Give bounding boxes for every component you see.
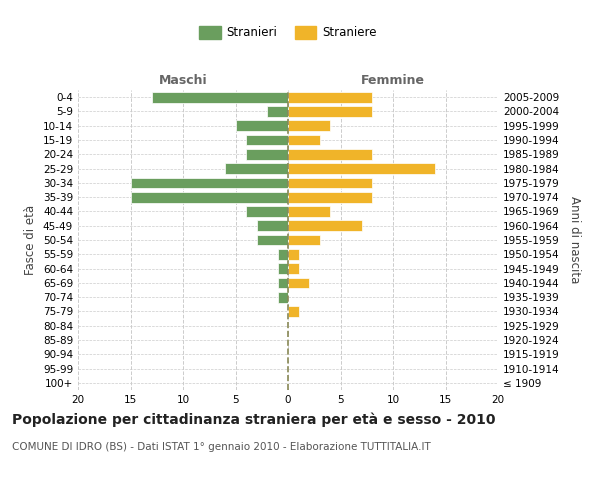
Bar xyxy=(277,292,288,302)
Text: COMUNE DI IDRO (BS) - Dati ISTAT 1° gennaio 2010 - Elaborazione TUTTITALIA.IT: COMUNE DI IDRO (BS) - Dati ISTAT 1° genn… xyxy=(12,442,431,452)
Text: Maschi: Maschi xyxy=(158,74,208,88)
Bar xyxy=(288,178,372,188)
Bar xyxy=(288,234,320,246)
Bar xyxy=(151,92,288,102)
Bar xyxy=(288,92,372,102)
Bar xyxy=(288,163,435,174)
Legend: Stranieri, Straniere: Stranieri, Straniere xyxy=(194,21,382,44)
Bar xyxy=(130,192,288,202)
Bar xyxy=(288,249,299,260)
Bar xyxy=(267,106,288,117)
Bar xyxy=(277,263,288,274)
Bar xyxy=(130,178,288,188)
Bar xyxy=(288,306,299,317)
Bar xyxy=(257,220,288,231)
Bar xyxy=(288,134,320,145)
Bar xyxy=(246,206,288,217)
Bar xyxy=(257,234,288,246)
Text: Popolazione per cittadinanza straniera per età e sesso - 2010: Popolazione per cittadinanza straniera p… xyxy=(12,412,496,427)
Bar xyxy=(277,278,288,288)
Bar xyxy=(288,120,330,131)
Bar xyxy=(277,249,288,260)
Bar xyxy=(246,134,288,145)
Text: Femmine: Femmine xyxy=(361,74,425,88)
Bar xyxy=(288,220,361,231)
Bar xyxy=(288,106,372,117)
Y-axis label: Anni di nascita: Anni di nascita xyxy=(568,196,581,284)
Bar xyxy=(288,206,330,217)
Bar xyxy=(235,120,288,131)
Y-axis label: Fasce di età: Fasce di età xyxy=(25,205,37,275)
Bar xyxy=(288,278,309,288)
Bar xyxy=(225,163,288,174)
Bar xyxy=(246,149,288,160)
Bar xyxy=(288,263,299,274)
Bar xyxy=(288,192,372,202)
Bar xyxy=(288,149,372,160)
